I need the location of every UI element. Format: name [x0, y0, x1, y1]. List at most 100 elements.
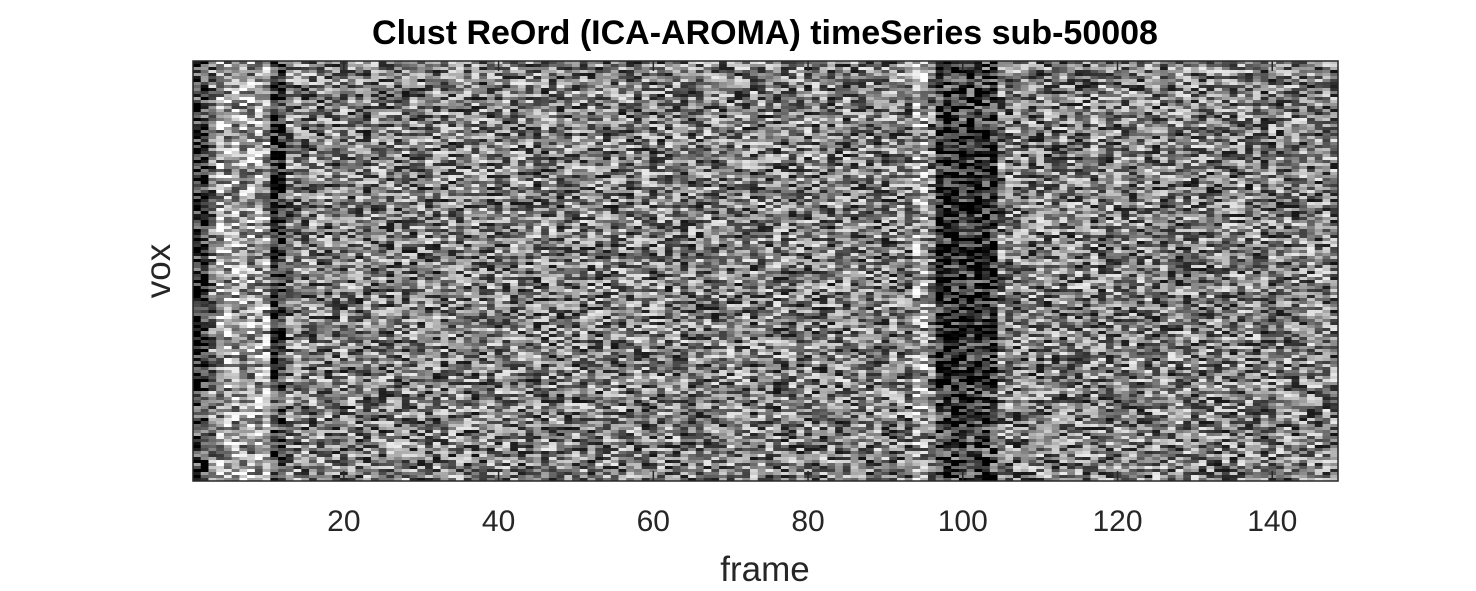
heatmap-cell — [293, 475, 302, 479]
heatmap-cell — [363, 253, 372, 257]
heatmap-cell — [440, 166, 449, 170]
heatmap-cell — [456, 286, 465, 290]
heatmap-cell — [208, 313, 217, 317]
heatmap-cell — [262, 322, 271, 326]
heatmap-cell — [247, 196, 256, 200]
heatmap-cell — [355, 97, 364, 101]
heatmap-cell — [363, 436, 372, 440]
heatmap-cell — [216, 418, 225, 422]
heatmap-cell — [401, 397, 410, 401]
heatmap-cell — [293, 148, 302, 152]
heatmap-cell — [293, 466, 302, 470]
heatmap-cell — [386, 106, 395, 110]
heatmap-cell — [378, 280, 387, 284]
heatmap-cell — [332, 298, 341, 302]
heatmap-cell — [200, 286, 209, 290]
heatmap-cell — [339, 109, 349, 113]
heatmap-cell — [278, 247, 287, 251]
heatmap-cell — [463, 103, 472, 107]
heatmap-cell — [316, 274, 325, 278]
heatmap-cell — [316, 295, 325, 299]
heatmap-cell — [270, 370, 279, 374]
heatmap-cell — [425, 229, 434, 233]
heatmap-cell — [285, 91, 294, 95]
heatmap-cell — [370, 367, 379, 371]
heatmap-cell — [355, 148, 364, 152]
heatmap-cell — [223, 340, 232, 344]
heatmap-cell — [432, 253, 441, 257]
heatmap-cell — [231, 460, 240, 464]
heatmap-cell — [309, 70, 318, 74]
heatmap-cell — [378, 250, 387, 254]
heatmap-cell — [332, 364, 341, 368]
heatmap-cell — [409, 142, 418, 146]
heatmap-cell — [370, 352, 379, 356]
heatmap-cell — [193, 214, 202, 218]
heatmap-cell — [200, 217, 209, 221]
heatmap-cell — [394, 385, 403, 389]
heatmap-cell — [270, 448, 279, 452]
heatmap-cell — [231, 142, 240, 146]
heatmap-cell — [285, 316, 294, 320]
heatmap-cell — [278, 394, 287, 398]
heatmap-cell — [247, 304, 256, 308]
heatmap-cell — [270, 421, 279, 425]
heatmap-cell — [456, 223, 465, 227]
heatmap-cell — [309, 181, 318, 185]
heatmap-cell — [456, 133, 465, 137]
heatmap-cell — [316, 97, 325, 101]
heatmap-cell — [355, 391, 364, 395]
heatmap-cell — [339, 391, 349, 395]
heatmap-cell — [239, 451, 248, 455]
heatmap-cell — [409, 178, 418, 182]
heatmap-cell — [301, 61, 310, 65]
heatmap-cell — [208, 379, 217, 383]
heatmap-cell — [301, 343, 310, 347]
heatmap-cell — [247, 160, 256, 164]
heatmap-cell — [440, 130, 449, 134]
heatmap-cell — [401, 379, 410, 383]
heatmap-cell — [386, 394, 395, 398]
heatmap-cell — [193, 424, 202, 428]
heatmap-cell — [432, 145, 441, 149]
heatmap-cell — [270, 325, 279, 329]
heatmap-cell — [254, 127, 263, 131]
heatmap-cell — [432, 100, 441, 104]
heatmap-cell — [355, 151, 364, 155]
heatmap-cell — [262, 124, 271, 128]
heatmap-cell — [223, 253, 232, 257]
heatmap-cell — [200, 244, 209, 248]
heatmap-cell — [278, 211, 287, 215]
heatmap-cell — [409, 469, 418, 473]
heatmap-cell — [270, 358, 279, 362]
heatmap-cell — [417, 364, 426, 368]
heatmap-cell — [417, 196, 426, 200]
heatmap-cell — [355, 460, 364, 464]
heatmap-cell — [231, 334, 240, 338]
heatmap-cell — [262, 361, 271, 365]
heatmap-cell — [309, 475, 318, 479]
heatmap-cell — [278, 391, 287, 395]
heatmap-cell — [432, 268, 441, 272]
heatmap-cell — [239, 445, 248, 449]
heatmap-cell — [370, 379, 379, 383]
heatmap-cell — [347, 154, 356, 158]
heatmap-cell — [254, 319, 263, 323]
heatmap-cell — [386, 76, 395, 80]
heatmap-cell — [440, 391, 449, 395]
heatmap-cell — [239, 205, 248, 209]
heatmap-cell — [324, 472, 333, 476]
heatmap-cell — [278, 115, 287, 119]
heatmap-cell — [239, 286, 248, 290]
heatmap-cell — [432, 73, 441, 77]
heatmap-cell — [247, 469, 256, 473]
heatmap-cell — [456, 118, 465, 122]
heatmap-cell — [401, 271, 410, 275]
heatmap-cell — [301, 382, 310, 386]
heatmap-cell — [432, 244, 441, 248]
heatmap-cell — [401, 358, 410, 362]
heatmap-cell — [254, 115, 263, 119]
heatmap-cell — [432, 157, 441, 161]
heatmap-cell — [193, 103, 202, 107]
heatmap-cell — [285, 334, 294, 338]
